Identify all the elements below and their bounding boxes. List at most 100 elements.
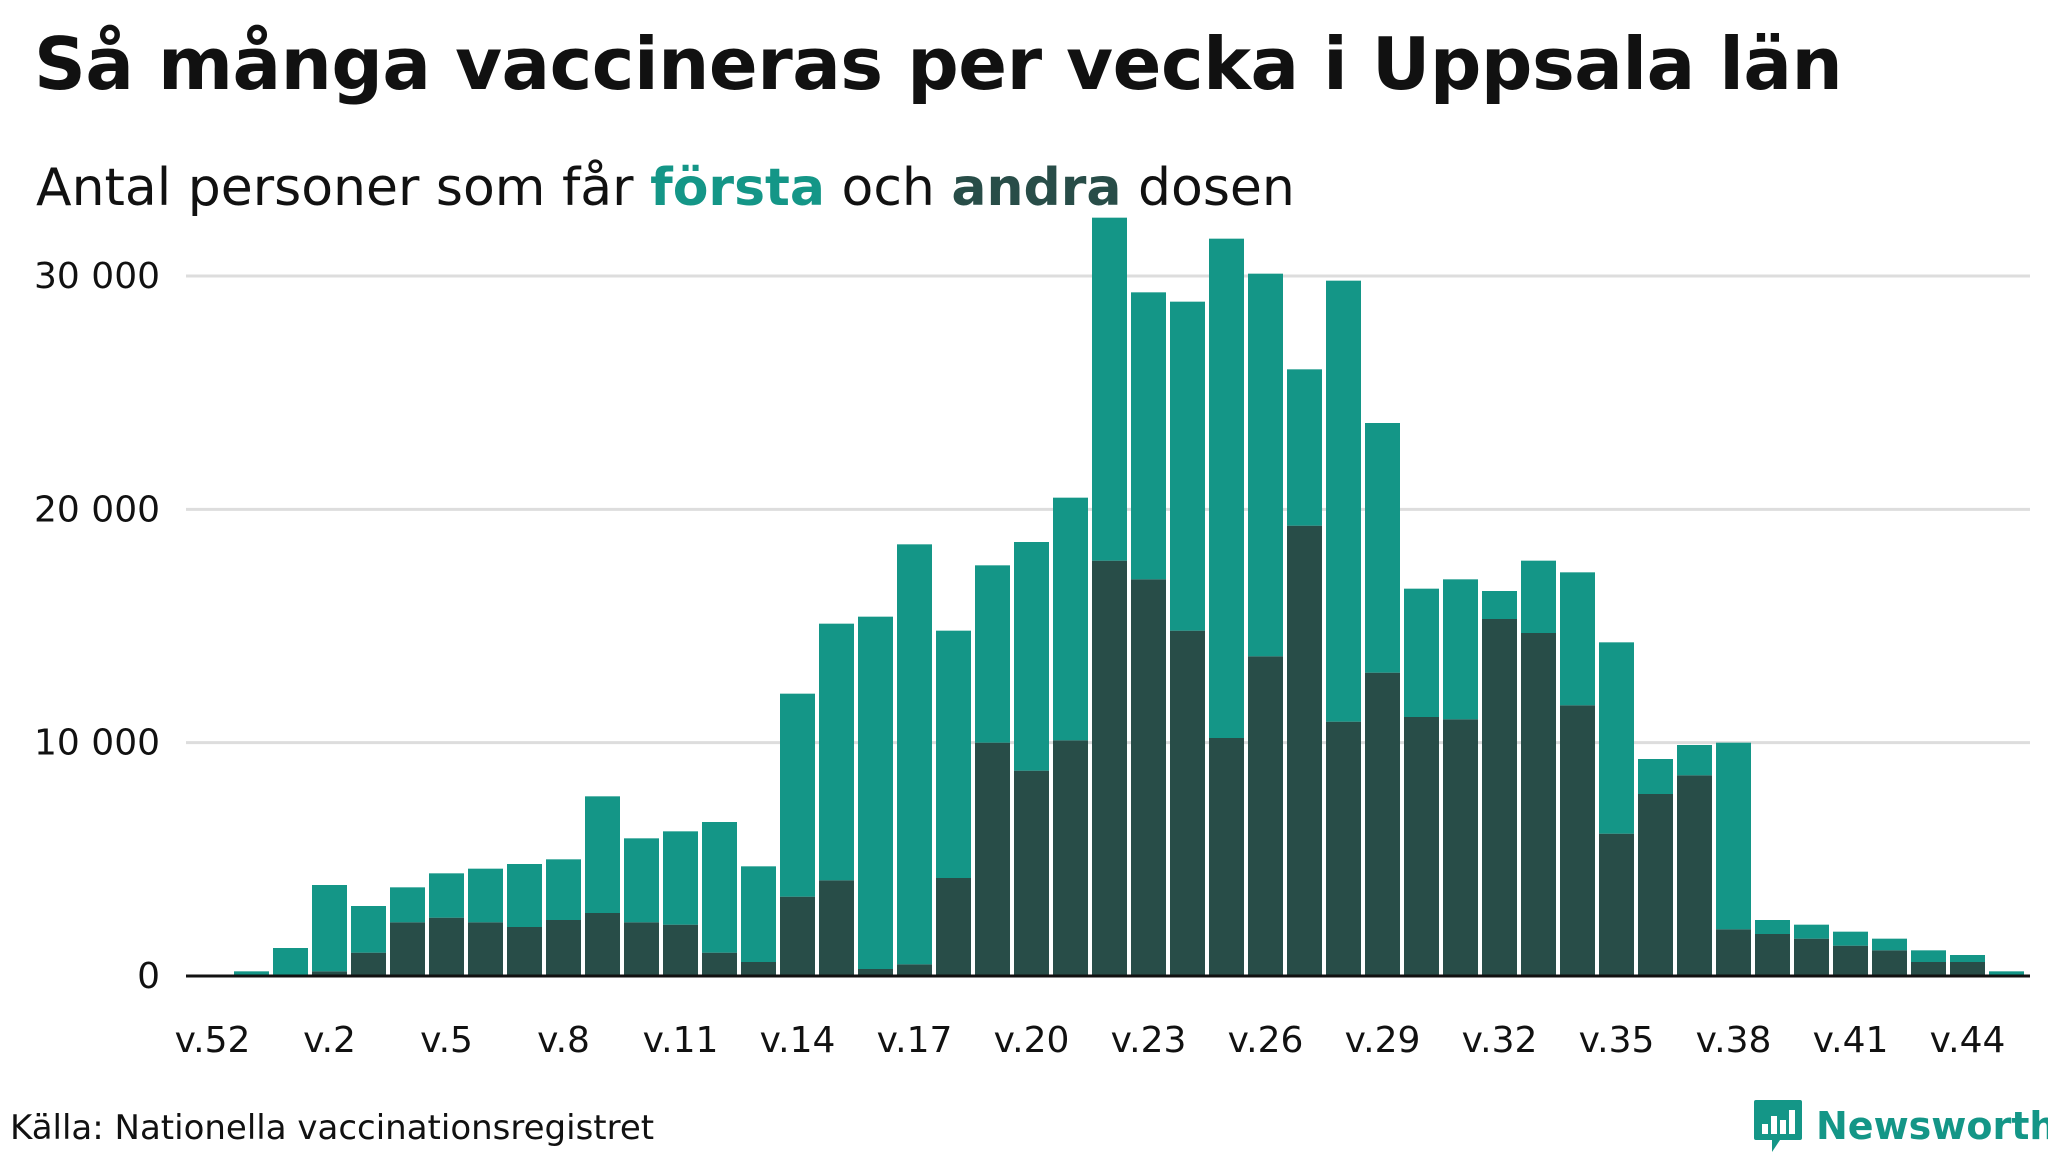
- bar-second-dose: [1326, 721, 1361, 976]
- bar-first-dose: [273, 948, 308, 976]
- bar-first-dose: [1872, 938, 1907, 951]
- subtitle-second-dose: andra: [951, 158, 1122, 218]
- bar-first-dose: [1482, 591, 1517, 619]
- bar-second-dose: [1170, 630, 1205, 976]
- x-tick-label: v.52: [175, 1020, 251, 1061]
- bar-first-dose: [1521, 560, 1556, 633]
- bar-first-dose: [390, 887, 425, 923]
- bar-second-dose: [663, 924, 698, 976]
- bar-second-dose: [351, 952, 386, 976]
- bar-second-dose: [1521, 633, 1556, 976]
- subtitle-prefix: Antal personer som får: [36, 158, 651, 218]
- newsworthy-logo-icon: [1754, 1100, 1802, 1152]
- x-tick-label: v.14: [760, 1020, 836, 1061]
- subtitle-first-dose: första: [650, 158, 825, 218]
- bar-second-dose: [507, 927, 542, 976]
- bar-second-dose: [1443, 719, 1478, 976]
- bar-first-dose: [1950, 955, 1985, 962]
- bar-first-dose: [975, 565, 1010, 743]
- bar-first-dose: [1794, 924, 1829, 939]
- bar-first-dose: [741, 866, 776, 962]
- bar-first-dose: [780, 693, 815, 897]
- bar-first-dose: [624, 838, 659, 923]
- bar-second-dose: [819, 880, 854, 976]
- bar-first-dose: [1287, 369, 1322, 526]
- bar-first-dose: [858, 616, 893, 969]
- bar-second-dose: [585, 913, 620, 976]
- y-tick-label: 10 000: [34, 723, 160, 764]
- bar-second-dose: [858, 969, 893, 976]
- bar-second-dose: [1560, 705, 1595, 976]
- bar-first-dose: [546, 859, 581, 920]
- bar-second-dose: [468, 922, 503, 976]
- bar-second-dose: [1716, 929, 1751, 976]
- bar-second-dose: [702, 952, 737, 976]
- x-tick-label: v.17: [877, 1020, 953, 1061]
- bar-first-dose: [1560, 572, 1595, 706]
- bar-first-dose: [1599, 642, 1634, 834]
- bar-first-dose: [1209, 238, 1244, 738]
- bar-first-dose: [429, 873, 464, 918]
- bar-first-dose: [1755, 920, 1790, 934]
- y-tick-label: 20 000: [34, 489, 160, 530]
- chart-subtitle: Antal personer som får första och andra …: [36, 158, 1295, 218]
- bar-first-dose: [234, 971, 269, 976]
- x-tick-label: v.2: [303, 1020, 356, 1061]
- bar-second-dose: [1794, 938, 1829, 976]
- bar-second-dose: [1950, 962, 1985, 976]
- bar-second-dose: [897, 964, 932, 976]
- bar-second-dose: [1053, 740, 1088, 976]
- bar-second-dose: [1638, 794, 1673, 976]
- bar-first-dose: [1326, 280, 1361, 722]
- x-tick-label: v.44: [1930, 1020, 2006, 1061]
- bar-second-dose: [312, 971, 347, 976]
- bar-first-dose: [1638, 759, 1673, 794]
- bar-first-dose: [468, 868, 503, 923]
- bar-second-dose: [1131, 579, 1166, 976]
- bar-second-dose: [1404, 717, 1439, 976]
- bar-second-dose: [1209, 738, 1244, 976]
- bar-first-dose: [351, 906, 386, 953]
- bar-first-dose: [1014, 542, 1049, 771]
- bar-second-dose: [741, 962, 776, 976]
- x-tick-label: v.20: [994, 1020, 1070, 1061]
- x-tick-label: v.23: [1111, 1020, 1187, 1061]
- x-tick-label: v.8: [537, 1020, 590, 1061]
- bar-first-dose: [1131, 292, 1166, 580]
- subtitle-suffix: dosen: [1121, 158, 1295, 218]
- y-tick-label: 30 000: [34, 256, 160, 297]
- bar-first-dose: [1092, 217, 1127, 561]
- bar-first-dose: [585, 796, 620, 913]
- bar-second-dose: [546, 920, 581, 976]
- bar-first-dose: [1677, 745, 1712, 776]
- bar-second-dose: [1599, 833, 1634, 976]
- bar-second-dose: [1833, 945, 1868, 976]
- subtitle-middle: och: [824, 158, 952, 218]
- bar-first-dose: [702, 822, 737, 953]
- x-tick-label: v.32: [1462, 1020, 1538, 1061]
- bar-second-dose: [390, 922, 425, 976]
- bar-second-dose: [429, 917, 464, 976]
- x-tick-label: v.11: [643, 1020, 719, 1061]
- chart-title: Så många vaccineras per vecka i Uppsala …: [34, 22, 1843, 106]
- bar-first-dose: [663, 831, 698, 925]
- bar-first-dose: [1365, 423, 1400, 673]
- brand-name: Newsworthy: [1816, 1104, 2048, 1148]
- bar-second-dose: [780, 896, 815, 976]
- bar-first-dose: [897, 544, 932, 965]
- bar-second-dose: [975, 742, 1010, 976]
- x-tick-label: v.41: [1813, 1020, 1889, 1061]
- bar-first-dose: [1911, 950, 1946, 962]
- bar-second-dose: [1092, 560, 1127, 976]
- x-tick-label: v.29: [1345, 1020, 1421, 1061]
- bar-first-dose: [936, 630, 971, 878]
- bar-second-dose: [1365, 672, 1400, 976]
- x-tick-label: v.35: [1579, 1020, 1655, 1061]
- bar-first-dose: [819, 623, 854, 881]
- bar-second-dose: [1755, 934, 1790, 976]
- bar-second-dose: [624, 922, 659, 976]
- bar-first-dose: [1833, 931, 1868, 946]
- bar-first-dose: [1404, 588, 1439, 717]
- x-tick-label: v.26: [1228, 1020, 1304, 1061]
